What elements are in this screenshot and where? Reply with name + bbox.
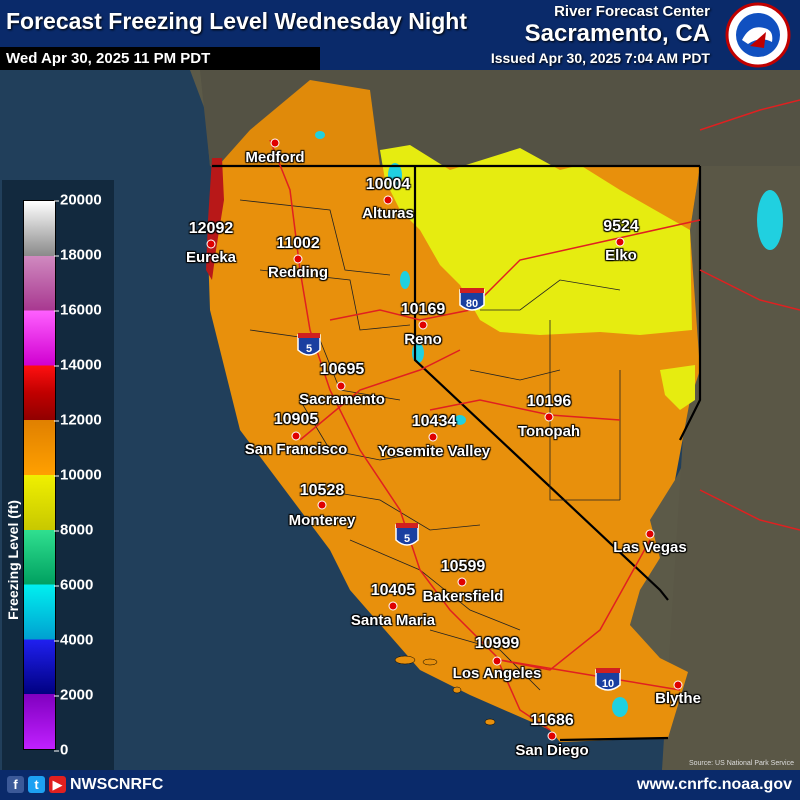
legend-color-bar [23,200,56,750]
legend-tick: 4000 [53,631,94,649]
city-dot-redding [293,254,303,264]
city-dot-reno [418,320,428,330]
oregon-orange-region [218,80,380,166]
interstate-80-shield: 80 [459,288,485,311]
city-value-san-diego: 11686 [530,712,574,729]
legend-tick: 10000 [54,466,102,484]
city-dot-yosemite-valley [428,432,438,442]
city-value-elko: 9524 [603,218,639,235]
page-title: Forecast Freezing Level Wednesday Night [6,8,467,34]
channel-islands [394,655,496,726]
city-markers [206,138,683,741]
city-name-blythe: Blythe [655,690,701,707]
legend-tick: 0 [53,741,69,759]
city-dot-santa-maria [388,601,398,611]
city-name-santa-maria: Santa Maria [350,612,436,629]
legend-tick: 14000 [54,356,102,374]
city-name-sacramento: Sacramento [299,391,385,408]
legend-tick: 18000 [54,246,102,264]
interstate-5-south-label: 5 [404,533,410,545]
interstate-10-shield: 10 [595,668,621,691]
city-value-monterey: 10528 [299,482,345,499]
red-coastal-region [206,158,224,280]
center-label: River Forecast Center [554,3,710,20]
youtube-icon[interactable]: ▶ [49,776,66,793]
legend-title-text: Freezing Level (ft) [5,500,21,620]
city-dot-medford [270,138,280,148]
city-dot-los-angeles [492,656,502,666]
city-dot-elko [615,237,625,247]
website-link[interactable]: www.cnrfc.noaa.gov [637,776,792,793]
city-name-reno: Reno [404,331,442,348]
legend-tick: 16000 [54,301,102,319]
city-name-elko: Elko [605,247,637,264]
social-handle[interactable]: NWSCNRFC [70,776,164,793]
city-name-tonopah: Tonopah [517,423,581,440]
city-name-san-francisco: San Francisco [244,441,348,458]
county-lines [239,199,621,691]
city-name-las-vegas: Las Vegas [613,539,687,556]
twitter-icon[interactable]: t [28,776,45,793]
legend-tick: 2000 [53,686,94,704]
city-dot-bakersfield [457,577,467,587]
city-name-san-diego: San Diego [515,742,589,759]
interstate-5-north-shield: 5 [297,333,321,356]
interstate-5-south-shield: 5 [395,523,419,546]
state-boundaries [212,164,702,742]
interstate-10-label: 10 [602,678,614,690]
center-name: Sacramento, CA [524,20,710,47]
lakes [315,131,783,717]
legend-tick: 8000 [53,521,94,539]
city-value-alturas: 10004 [365,176,411,193]
legend-tick: 20000 [54,191,102,209]
legend-tick: 6000 [53,576,94,594]
city-name-alturas: Alturas [362,205,414,222]
city-name-bakersfield: Bakersfield [422,588,504,605]
city-name-eureka: Eureka [185,249,237,266]
city-dot-monterey [317,500,327,510]
image-credit: Source: US National Park Service [688,760,794,767]
city-value-santa-maria: 10405 [370,582,416,599]
color-legend: Freezing Level (ft) 20000 18000 16000 14… [2,180,114,770]
city-value-eureka: 12092 [188,220,234,237]
valid-time: Wed Apr 30, 2025 11 PM PDT [0,47,320,70]
city-dot-blythe [673,680,683,690]
city-dot-san-francisco [291,431,301,441]
issued-time: Issued Apr 30, 2025 7:04 AM PDT [490,50,710,66]
city-name-redding: Redding [268,264,328,281]
city-value-bakersfield: 10599 [440,558,486,575]
header: Forecast Freezing Level Wednesday Night … [0,0,800,70]
city-dot-las-vegas [645,529,655,539]
city-value-san-francisco: 10905 [273,411,319,428]
background-terrain [190,70,800,770]
city-value-reno: 10169 [400,301,446,318]
freezing-level-map: 5 5 80 10 [0,70,800,770]
interstate-5-north-label: 5 [306,343,312,355]
city-dot-sacramento [336,381,346,391]
city-value-yosemite-valley: 10434 [411,413,457,430]
city-value-tonopah: 10196 [526,393,572,410]
city-value-redding: 11002 [276,235,320,252]
city-dot-san-diego [547,731,557,741]
city-name-monterey: Monterey [288,512,356,529]
footer: f t ▶ NWSCNRFC www.cnrfc.noaa.gov [0,770,800,800]
nws-logo-icon [725,2,791,68]
legend-title: Freezing Level (ft) [2,460,24,660]
city-dot-tonopah [544,412,554,422]
city-dot-eureka [206,239,216,249]
facebook-icon[interactable]: f [7,776,24,793]
city-name-medford: Medford [245,149,305,166]
city-name-los-angeles: Los Angeles [452,665,542,682]
legend-tick: 12000 [54,411,102,429]
city-value-los-angeles: 10999 [474,635,520,652]
interstate-80-label: 80 [466,298,478,310]
city-value-sacramento: 10695 [319,361,365,378]
yellow-region [380,145,692,335]
city-dot-alturas [383,195,393,205]
city-name-yosemite-valley: Yosemite Valley [377,443,491,460]
